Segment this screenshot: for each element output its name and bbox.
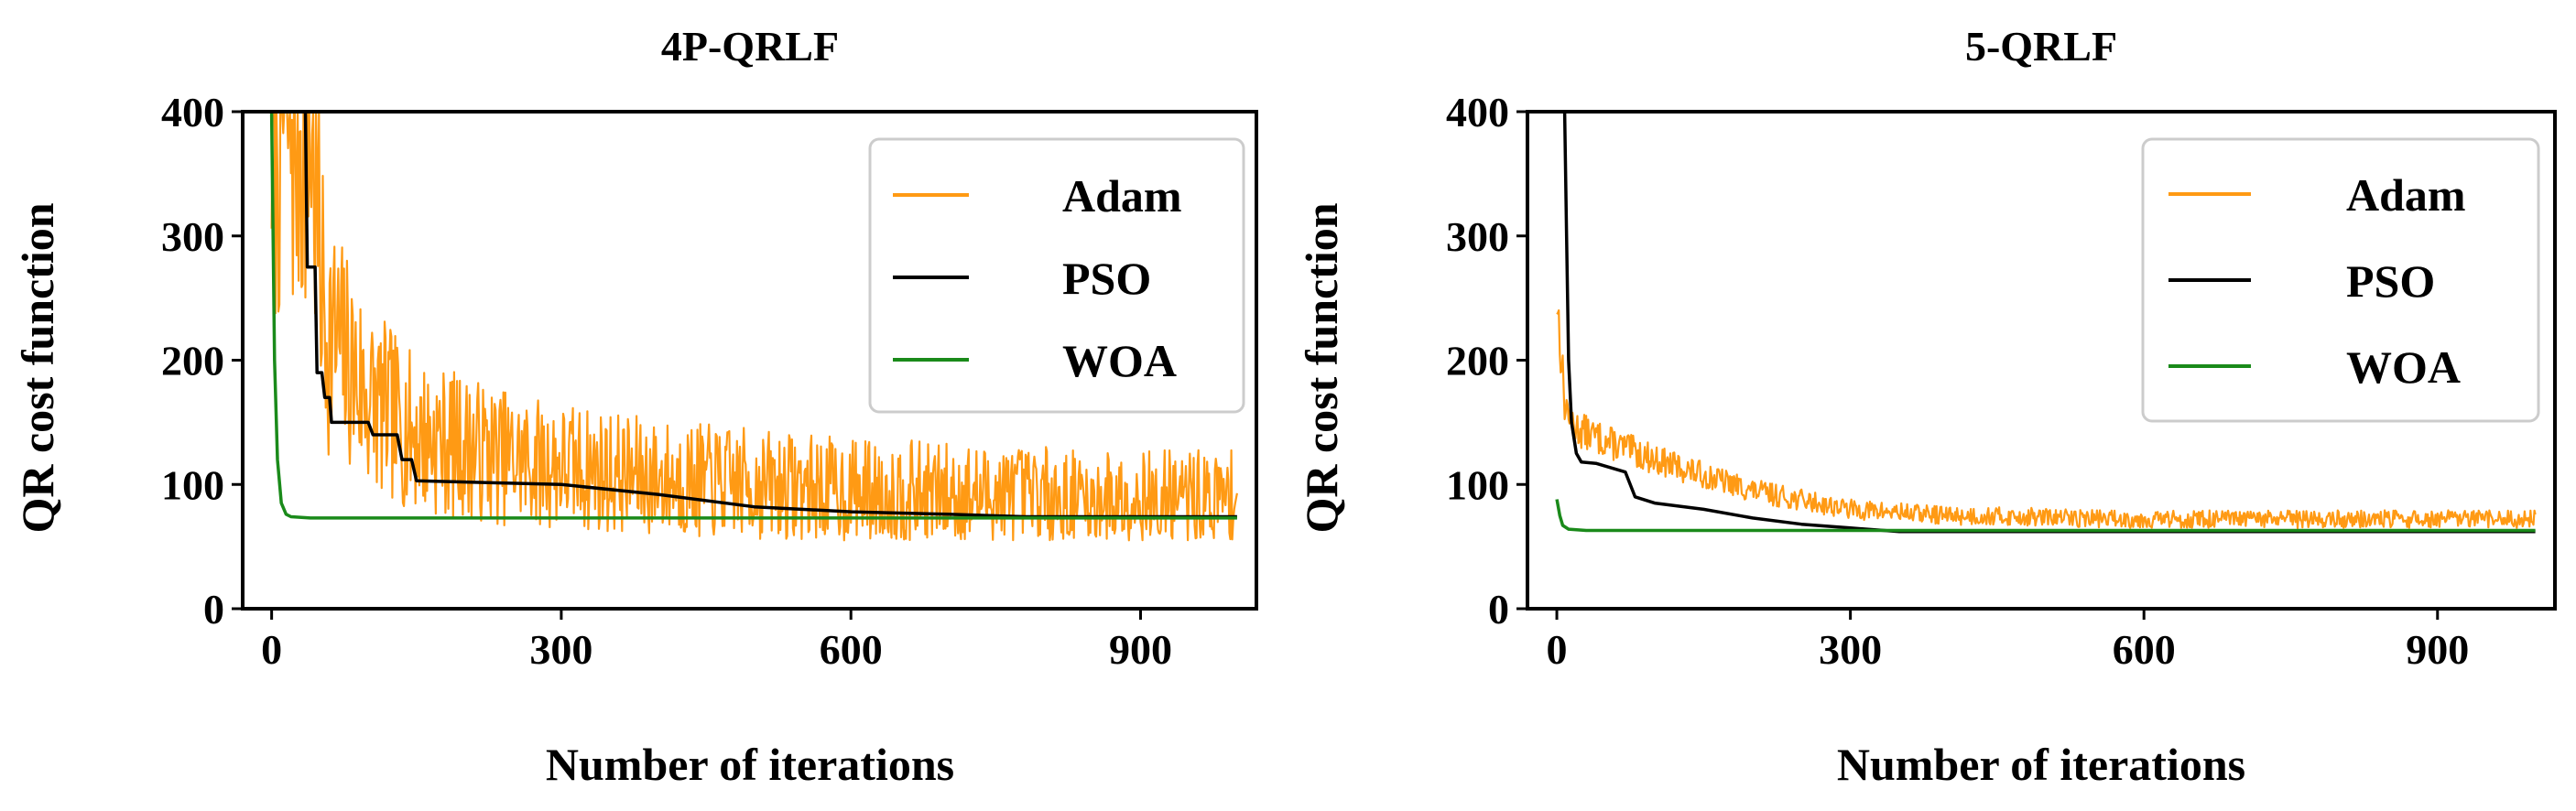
series-line-pso <box>1562 112 2536 534</box>
x-tick-label: 600 <box>820 626 883 673</box>
x-tick-label: 300 <box>529 626 592 673</box>
x-tick-label: 300 <box>1819 626 1882 673</box>
series-line-pso <box>303 112 1237 519</box>
y-tick-label: 300 <box>1446 213 1509 260</box>
series-line-woa <box>1555 499 2536 533</box>
legend: Adam PSO WOA <box>2141 137 2540 423</box>
y-tick-label: 200 <box>1446 338 1509 384</box>
y-axis-label: QR cost function <box>12 202 63 533</box>
axes-frame <box>1526 110 2557 611</box>
x-tick-label: 900 <box>1109 626 1172 673</box>
y-tick-label: 100 <box>161 461 224 508</box>
y-tick-label: 400 <box>161 89 224 135</box>
y-tick-label: 0 <box>203 586 224 633</box>
y-tick-label: 0 <box>1488 586 1509 633</box>
y-tick-label: 400 <box>1446 89 1509 135</box>
legend-label-woa: WOA <box>1062 335 1177 386</box>
legend-label-pso: PSO <box>2346 255 2435 307</box>
y-axis-label: QR cost function <box>1296 202 1347 533</box>
x-tick-label: 0 <box>261 626 282 673</box>
x-tick-label: 900 <box>2406 626 2469 673</box>
legend-label-adam: Adam <box>1062 170 1182 222</box>
x-axis-label: Number of iterations <box>1837 739 2245 790</box>
plot-area <box>269 112 1238 542</box>
legend-label-adam: Adam <box>2346 169 2466 221</box>
panel-4p-qrlf: 4P-QRLF QR cost function Number of itera… <box>12 23 1258 790</box>
legend-box <box>2141 137 2540 423</box>
legend-box <box>868 137 1245 414</box>
axis-ticks: 0 300 600 900 0 100 200 300 400 <box>161 89 1172 673</box>
y-tick-label: 200 <box>161 338 224 384</box>
axes-frame <box>241 110 1258 611</box>
x-tick-label: 600 <box>2113 626 2176 673</box>
y-tick-label: 100 <box>1446 461 1509 508</box>
legend: Adam PSO WOA <box>868 137 1245 414</box>
legend-label-pso: PSO <box>1062 253 1151 304</box>
chart-title: 5-QRLF <box>1965 23 2117 70</box>
axis-ticks: 0 300 600 900 0 100 200 300 400 <box>1446 89 2469 673</box>
chart-title: 4P-QRLF <box>661 23 839 70</box>
y-tick-label: 300 <box>161 213 224 260</box>
panel-5-qrlf: 5-QRLF QR cost function Number of iterat… <box>1296 23 2557 790</box>
x-tick-label: 0 <box>1547 626 1568 673</box>
plot-area <box>1555 112 2537 534</box>
x-axis-label: Number of iterations <box>546 739 954 790</box>
series-line-adam <box>1556 308 2537 530</box>
legend-label-woa: WOA <box>2346 341 2461 393</box>
series-line-woa <box>269 112 1237 520</box>
